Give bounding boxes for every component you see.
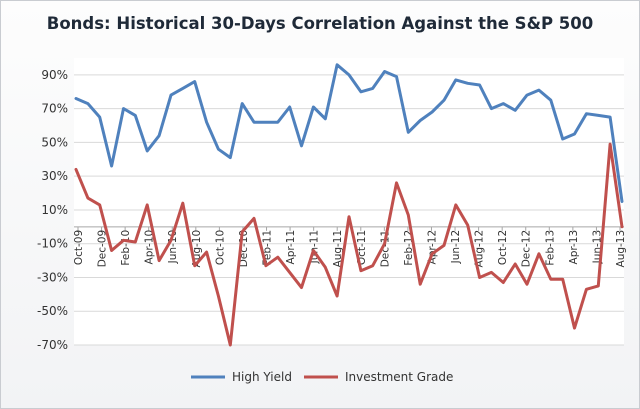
y-tick-label: -70% — [37, 338, 68, 352]
y-tick-label: -10% — [37, 237, 68, 251]
x-tick-label: Apr-12 — [426, 230, 438, 265]
chart-title: Bonds: Historical 30-Days Correlation Ag… — [46, 14, 594, 33]
x-tick-label: Feb-13 — [544, 230, 556, 266]
legend-label: High Yield — [232, 370, 292, 384]
y-tick-label: 90% — [41, 68, 68, 82]
x-tick-label: Apr-11 — [285, 230, 297, 265]
x-tick-label: Aug-11 — [332, 230, 344, 268]
legend-label: Investment Grade — [345, 370, 453, 384]
y-tick-label: 10% — [41, 203, 68, 217]
y-tick-label: 30% — [41, 169, 68, 183]
y-tick-label: 70% — [41, 102, 68, 116]
y-tick-label: 50% — [41, 135, 68, 149]
plot-area — [74, 58, 624, 345]
x-tick-label: Feb-10 — [120, 230, 132, 266]
series-line-high-yield — [74, 63, 624, 203]
x-tick-label: Dec-12 — [521, 230, 533, 267]
x-tick-label: Oct-12 — [497, 230, 509, 265]
x-tick-label: Oct-10 — [214, 230, 226, 265]
x-tick-label: Apr-13 — [568, 230, 580, 265]
x-tick-label: Aug-13 — [615, 230, 627, 268]
series-line-investment-grade — [74, 142, 624, 347]
x-tick-label: Jun-12 — [450, 230, 462, 265]
x-tick-label: Dec-11 — [379, 230, 391, 267]
x-tick-label: Oct-09 — [73, 230, 85, 265]
y-tick-label: -50% — [37, 304, 68, 318]
x-tick-label: Dec-09 — [97, 230, 109, 267]
y-tick-label: -30% — [37, 270, 68, 284]
x-tick-label: Apr-10 — [144, 230, 156, 265]
